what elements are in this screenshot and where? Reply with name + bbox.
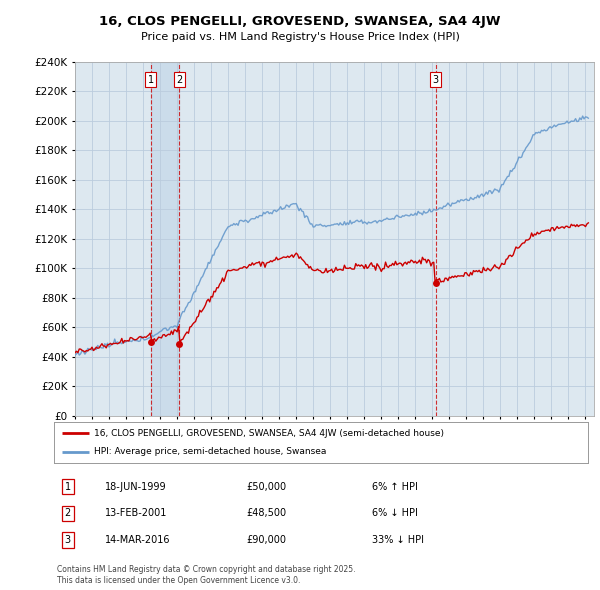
Text: 13-FEB-2001: 13-FEB-2001 bbox=[105, 509, 167, 518]
Text: Price paid vs. HM Land Registry's House Price Index (HPI): Price paid vs. HM Land Registry's House … bbox=[140, 32, 460, 42]
Text: 33% ↓ HPI: 33% ↓ HPI bbox=[372, 535, 424, 545]
Text: 14-MAR-2016: 14-MAR-2016 bbox=[105, 535, 170, 545]
Text: 6% ↑ HPI: 6% ↑ HPI bbox=[372, 482, 418, 491]
Text: 16, CLOS PENGELLI, GROVESEND, SWANSEA, SA4 4JW: 16, CLOS PENGELLI, GROVESEND, SWANSEA, S… bbox=[99, 15, 501, 28]
Text: 2: 2 bbox=[65, 509, 71, 518]
Text: Contains HM Land Registry data © Crown copyright and database right 2025.
This d: Contains HM Land Registry data © Crown c… bbox=[57, 565, 355, 585]
Text: £90,000: £90,000 bbox=[246, 535, 286, 545]
Text: 1: 1 bbox=[148, 75, 154, 84]
Text: 16, CLOS PENGELLI, GROVESEND, SWANSEA, SA4 4JW (semi-detached house): 16, CLOS PENGELLI, GROVESEND, SWANSEA, S… bbox=[94, 428, 444, 438]
Text: £50,000: £50,000 bbox=[246, 482, 286, 491]
Text: 3: 3 bbox=[65, 535, 71, 545]
Text: 2: 2 bbox=[176, 75, 182, 84]
Text: 6% ↓ HPI: 6% ↓ HPI bbox=[372, 509, 418, 518]
Bar bbox=[151, 62, 179, 416]
Text: £48,500: £48,500 bbox=[246, 509, 286, 518]
Text: 18-JUN-1999: 18-JUN-1999 bbox=[105, 482, 167, 491]
Text: 1: 1 bbox=[65, 482, 71, 491]
Text: HPI: Average price, semi-detached house, Swansea: HPI: Average price, semi-detached house,… bbox=[94, 447, 326, 457]
Text: 3: 3 bbox=[433, 75, 439, 84]
